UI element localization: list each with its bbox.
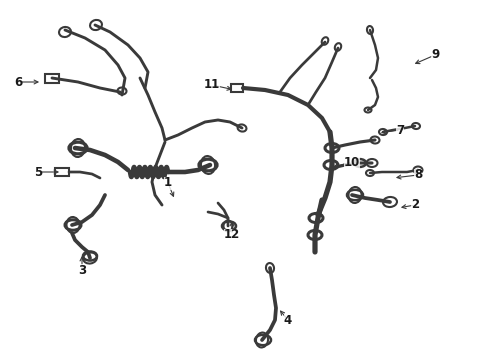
- Bar: [231, 84, 243, 92]
- Text: 3: 3: [78, 264, 86, 276]
- Text: 12: 12: [224, 229, 240, 242]
- Text: 5: 5: [34, 166, 42, 179]
- Bar: [45, 73, 59, 82]
- Text: 11: 11: [204, 78, 220, 91]
- Text: 2: 2: [411, 198, 419, 211]
- Text: 1: 1: [164, 176, 172, 189]
- Text: 6: 6: [14, 76, 22, 89]
- Text: 10: 10: [344, 156, 360, 168]
- Bar: [55, 168, 69, 176]
- Text: 7: 7: [396, 123, 404, 136]
- Text: 4: 4: [284, 314, 292, 327]
- Text: 8: 8: [414, 168, 422, 181]
- Text: 9: 9: [431, 49, 439, 62]
